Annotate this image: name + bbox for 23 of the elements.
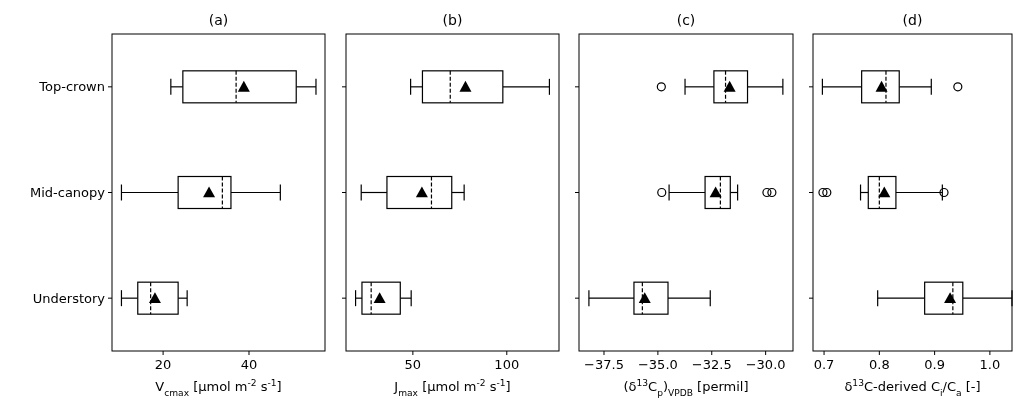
- x-tick-label: 20: [154, 357, 172, 372]
- x-tick-label: 0.8: [868, 357, 890, 372]
- x-axis-title: δ$^{13}$C-derived C$_{i}$/C$_{a}$ [-]: [844, 378, 981, 398]
- x-tick-label: 40: [240, 357, 258, 372]
- x-tick-label: −37.5: [584, 357, 624, 372]
- chart-title: (a): [208, 12, 229, 28]
- x-tick-label: 1.0: [979, 357, 1001, 372]
- chart-title: (b): [442, 12, 463, 28]
- x-axis-title: V$_{cmax}$ [μmol m$^{-2}$ s$^{-1}$]: [155, 378, 282, 398]
- x-tick-label: −35.0: [637, 357, 678, 372]
- chart-title: (d): [902, 12, 923, 28]
- x-tick-label: 100: [494, 357, 520, 372]
- y-tick-label: Top-crown: [38, 79, 105, 95]
- x-tick-label: 50: [404, 357, 422, 372]
- y-tick-label: Mid-canopy: [29, 185, 106, 201]
- x-tick-label: −30.0: [745, 357, 786, 372]
- chart-title: (c): [676, 12, 696, 28]
- x-tick-label: 0.9: [924, 357, 945, 372]
- x-tick-label: 0.7: [813, 357, 835, 372]
- y-tick-label: Understory: [32, 290, 106, 306]
- x-axis-title: (δ$^{13}$C$_{p}$)$_{VPDB}$ [permil]: [623, 378, 749, 398]
- x-axis-title: J$_{max}$ [μmol m$^{-2}$ s$^{-1}$]: [393, 378, 511, 398]
- x-tick-label: −32.5: [691, 357, 732, 372]
